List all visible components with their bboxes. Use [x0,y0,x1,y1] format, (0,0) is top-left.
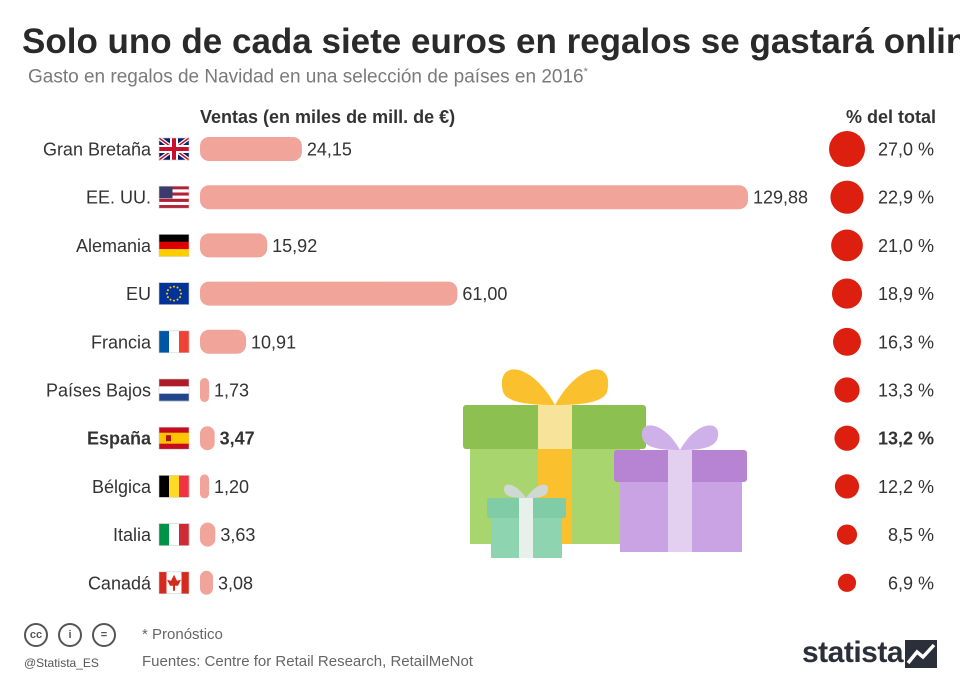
flag-es-icon [158,426,190,450]
bar-row: Canadá 3,08 6,9 % [88,570,934,595]
share-dot [831,278,863,309]
bar-row: Italia 3,63 8,5 % [113,522,934,547]
bar-value-label: 3,47 [220,429,255,449]
bar-row: Francia 10,91 16,3 % [91,327,934,356]
share-value-label: 13,3 % [878,381,934,401]
category-label: España [87,429,152,449]
flag-eu-icon [158,282,190,305]
share-dot [834,474,860,499]
share-value-label: 21,0 % [878,236,934,256]
share-value-label: 8,5 % [888,525,934,545]
bar-row: España 3,47 13,2 % [87,425,934,451]
bar-value-label: 10,91 [251,332,296,352]
chart-title: Solo uno de cada siete euros en regalos … [22,22,960,61]
share-dot [833,327,861,356]
flag-us-icon [158,185,190,209]
no-derivatives-icon: = [92,623,116,647]
statista-logo-icon [905,640,937,668]
flag-be-icon [158,475,190,498]
share-dot [836,524,858,545]
bar-row: Países Bajos 1,73 13,3 % [46,377,934,403]
bar [200,233,268,258]
flag-ca-icon [158,571,190,595]
bar [200,185,748,210]
bar-row: EU 61,00 18,9 % [126,278,934,309]
share-value-label: 13,2 % [878,429,934,449]
share-value-label: 27,0 % [878,140,934,160]
bar-value-label: 1,73 [214,381,249,401]
twitter-handle[interactable]: @Statista_ES [24,656,99,670]
sales-column-header: Ventas (en miles de mill. de €) [200,107,456,127]
statista-logo-text[interactable]: statista [802,636,904,669]
bar [200,426,215,451]
bar-value-label: 61,00 [462,284,507,304]
bar [200,474,209,499]
footnote: * Pronóstico [142,626,223,643]
flag-it-icon [158,523,190,546]
share-value-label: 6,9 % [888,573,934,593]
bar-value-label: 3,08 [218,573,253,593]
category-label: Italia [113,525,152,545]
category-label: Canadá [88,573,152,593]
category-label: EE. UU. [86,188,151,208]
share-column-header: % del total [845,107,936,127]
gifts-illustration [463,369,747,558]
bar-value-label: 1,20 [214,477,249,497]
flag-nl-icon [158,378,190,402]
category-label: Francia [91,332,152,352]
category-label: Bélgica [92,477,152,497]
category-label: Alemania [76,236,152,256]
bar [200,378,209,402]
bar-row: Gran Bretaña 24,15 27,0 % [43,131,934,167]
flag-fr-icon [158,330,190,354]
chart-rows: Gran Bretaña 24,15 27,0 % EE. UU. 129,88 22,9… [43,131,934,595]
bar [200,329,247,354]
bar-value-label: 15,92 [272,236,317,256]
share-dot [834,377,860,403]
bar-row: Alemania 15,92 21,0 % [76,229,934,262]
chart-subtitle: Gasto en regalos de Navidad en una selec… [28,66,588,88]
bar-value-label: 24,15 [307,140,352,160]
bar [200,281,458,306]
creative-commons-icon: cc [24,623,48,647]
category-label: EU [126,284,151,304]
bar [200,137,302,161]
category-label: Países Bajos [46,381,151,401]
bar-row: Bélgica 1,20 12,2 % [92,474,934,499]
share-value-label: 16,3 % [878,332,934,352]
share-value-label: 22,9 % [878,188,934,208]
share-value-label: 18,9 % [878,284,934,304]
share-dot [830,180,864,214]
share-dot [834,425,860,451]
sources: Fuentes: Centre for Retail Research, Ret… [142,653,473,670]
bar-value-label: 129,88 [753,188,808,208]
category-label: Gran Bretaña [43,140,152,160]
share-dot [829,131,865,167]
share-value-label: 12,2 % [878,477,934,497]
flag-de-icon [158,234,190,257]
share-dot [831,229,863,262]
bar-value-label: 3,63 [220,525,255,545]
flag-gb-icon [157,136,191,162]
bar-row: EE. UU. 129,88 22,9 % [86,180,934,214]
attribution-icon: i [58,623,82,647]
bar [200,570,213,595]
share-dot [837,573,857,592]
subtitle-footnote-mark: * [583,66,588,78]
subtitle-text: Gasto en regalos de Navidad en una selec… [28,66,584,88]
bar [200,522,216,547]
